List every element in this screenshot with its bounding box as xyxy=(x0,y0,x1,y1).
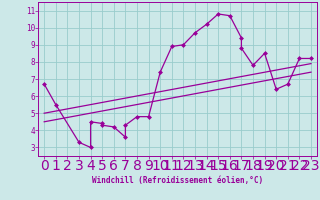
X-axis label: Windchill (Refroidissement éolien,°C): Windchill (Refroidissement éolien,°C) xyxy=(92,176,263,185)
